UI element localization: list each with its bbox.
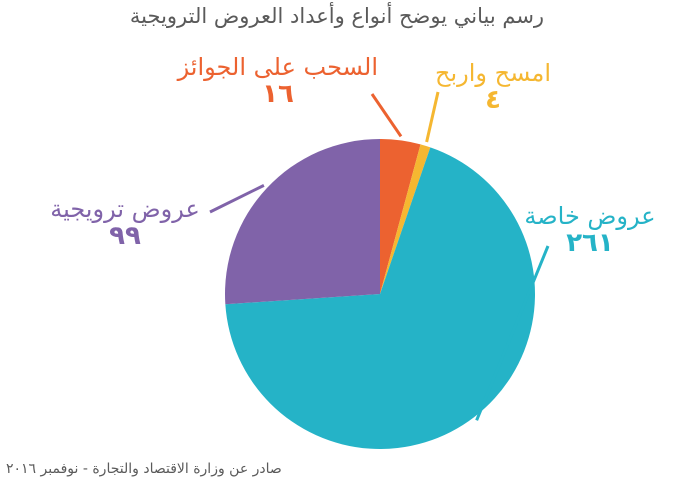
slice-label-special-offers: عروض خاصة ٢٦١: [510, 203, 670, 258]
leader-line-scratch-win: [425, 91, 440, 143]
slice-name-scratch-win: امسح واربح: [434, 59, 552, 87]
pie-slice-draws: [380, 139, 421, 294]
slice-label-promotional-offers: عروض ترويجية ٩٩: [40, 196, 210, 251]
pie-slice-promotional-offers: [225, 139, 380, 305]
slice-name-promotional-offers: عروض ترويجية: [50, 195, 200, 223]
slice-value-scratch-win: ٤: [485, 85, 501, 116]
pie-slice-scratch-win: [380, 144, 431, 294]
source-note: صادر عن وزارة الاقتصاد والتجارة - نوفمبر…: [6, 461, 282, 477]
slice-value-promotional-offers: ٩٩: [109, 221, 141, 252]
pie-slice-special-offers: [225, 147, 536, 450]
leader-line-draws: [370, 93, 403, 138]
slice-value-draws: ١٦: [262, 79, 294, 110]
slice-label-scratch-win: امسح واربح ٤: [418, 60, 568, 115]
slice-name-special-offers: عروض خاصة: [524, 202, 656, 230]
chart-title: رسم بياني يوضح أنواع وأعداد العروض الترو…: [129, 4, 545, 28]
slice-value-special-offers: ٢٦١: [566, 228, 614, 259]
leader-line-special-offers: [475, 245, 550, 421]
slice-label-draws: السحب على الجوائز ١٦: [178, 54, 378, 109]
leader-line-promotional-offers: [209, 184, 265, 214]
slice-name-draws: السحب على الجوائز: [177, 53, 378, 81]
